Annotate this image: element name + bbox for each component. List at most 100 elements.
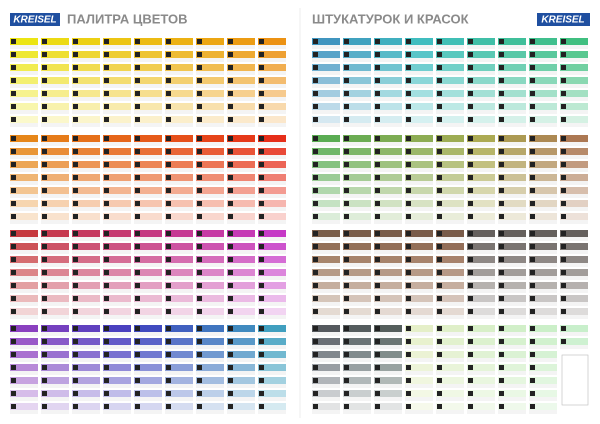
swatch	[72, 103, 100, 110]
swatch	[312, 174, 340, 181]
swatch-label-area	[529, 207, 557, 211]
swatch-code	[197, 52, 202, 57]
swatch-label-area	[560, 181, 588, 185]
swatch	[343, 148, 371, 155]
swatch-code	[344, 104, 349, 109]
swatch	[103, 90, 131, 97]
swatch-code	[530, 65, 535, 70]
swatch	[560, 338, 588, 345]
swatch	[529, 90, 557, 97]
swatch	[258, 338, 286, 345]
swatch-code	[42, 201, 47, 206]
swatch	[165, 200, 193, 207]
swatch-code	[228, 391, 233, 396]
swatch	[258, 403, 286, 410]
swatch-label-area	[498, 332, 526, 336]
swatch-code	[406, 91, 411, 96]
swatch	[72, 200, 100, 207]
swatch	[134, 390, 162, 397]
swatch-label-area	[467, 410, 495, 414]
swatch-label-area	[134, 168, 162, 172]
swatch-code	[375, 65, 380, 70]
swatch	[405, 135, 433, 142]
swatch-label-area	[467, 97, 495, 101]
swatch-code	[73, 404, 78, 409]
swatch	[529, 64, 557, 71]
swatch-label-area	[227, 315, 255, 319]
swatch-code	[135, 91, 140, 96]
swatch-label-area	[103, 371, 131, 375]
swatch-label-area	[165, 207, 193, 211]
swatch-label-area	[374, 181, 402, 185]
swatch	[529, 308, 557, 315]
swatch-code	[104, 188, 109, 193]
swatch-label-area	[498, 207, 526, 211]
swatch-label-area	[10, 207, 38, 211]
swatch-label-area	[560, 45, 588, 49]
swatch-code	[313, 149, 318, 154]
swatch-code	[468, 214, 473, 219]
swatch-code	[406, 378, 411, 383]
swatch-code	[259, 326, 264, 331]
swatch-code	[73, 91, 78, 96]
swatch	[436, 174, 464, 181]
swatch-code	[344, 296, 349, 301]
swatch-label-area	[165, 250, 193, 254]
swatch-code	[104, 52, 109, 57]
swatch-label-area	[312, 71, 340, 75]
swatch	[529, 174, 557, 181]
swatch	[41, 269, 69, 276]
swatch-code	[313, 104, 318, 109]
swatch	[436, 325, 464, 332]
swatch-label-area	[196, 181, 224, 185]
swatch-code	[406, 309, 411, 314]
swatch-label-area	[72, 123, 100, 127]
swatch-code	[499, 65, 504, 70]
swatch	[467, 390, 495, 397]
swatch-label-area	[405, 142, 433, 146]
swatch-code	[259, 339, 264, 344]
swatch-label-area	[343, 276, 371, 280]
swatch	[10, 243, 38, 250]
swatch-code	[561, 257, 566, 262]
swatch-label-area	[343, 168, 371, 172]
swatch-label-area	[498, 384, 526, 388]
swatch-code	[42, 257, 47, 262]
swatch-code	[135, 326, 140, 331]
swatch-code	[135, 231, 140, 236]
swatch	[405, 148, 433, 155]
swatch	[560, 243, 588, 250]
swatch	[374, 230, 402, 237]
swatch-label-area	[312, 302, 340, 306]
swatch-code	[437, 270, 442, 275]
swatch-code	[468, 149, 473, 154]
logo: KREISEL	[13, 15, 56, 26]
swatch-label-area	[405, 181, 433, 185]
swatch	[436, 213, 464, 220]
swatch-code	[73, 65, 78, 70]
swatch	[436, 338, 464, 345]
swatch-code	[499, 391, 504, 396]
swatch-label-area	[467, 45, 495, 49]
swatch-label-area	[498, 142, 526, 146]
swatch-label-area	[374, 97, 402, 101]
swatch-label-area	[498, 181, 526, 185]
swatch-label-area	[343, 332, 371, 336]
swatch-code	[197, 244, 202, 249]
swatch-label-area	[467, 168, 495, 172]
swatch-label-area	[343, 263, 371, 267]
swatch	[103, 377, 131, 384]
swatch-code	[228, 65, 233, 70]
swatch	[258, 38, 286, 45]
swatch-label-area	[258, 410, 286, 414]
swatch-code	[561, 91, 566, 96]
swatch-code	[197, 162, 202, 167]
swatch-label-area	[165, 289, 193, 293]
swatch-code	[73, 339, 78, 344]
swatch-code	[499, 326, 504, 331]
swatch	[72, 213, 100, 220]
swatch-label-area	[405, 397, 433, 401]
swatch-label-area	[196, 397, 224, 401]
swatch-label-area	[529, 332, 557, 336]
swatch-label-area	[498, 289, 526, 293]
